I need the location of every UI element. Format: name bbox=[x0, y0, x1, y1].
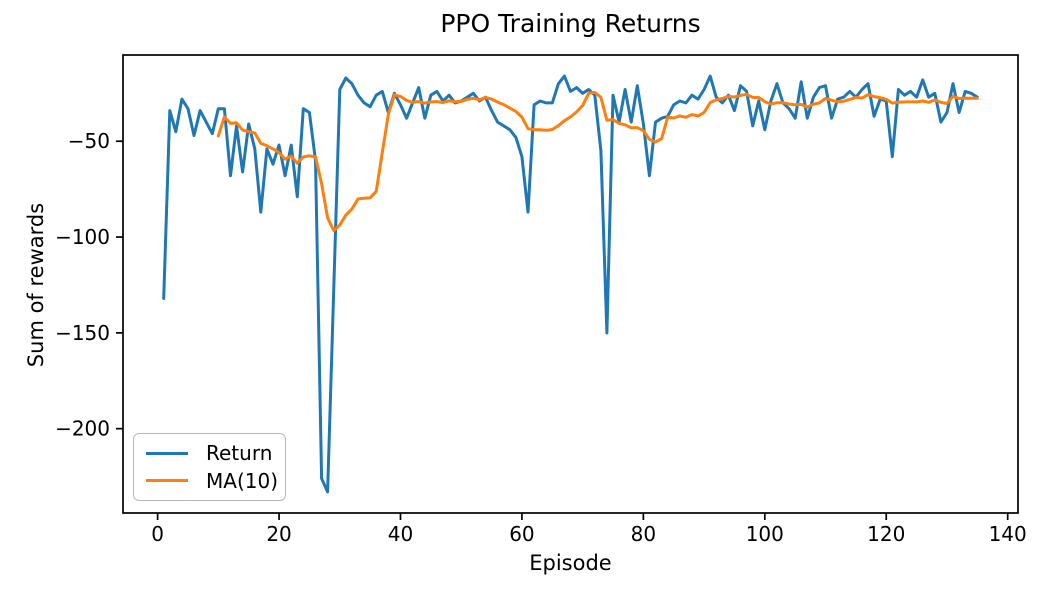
x-tick-label: 20 bbox=[266, 522, 291, 546]
x-axis-label: Episode bbox=[529, 551, 612, 575]
return-line-swatch bbox=[146, 451, 188, 455]
legend-label-ma10: MA(10) bbox=[206, 468, 278, 493]
chart-title: PPO Training Returns bbox=[440, 9, 701, 38]
legend-item-return: Return bbox=[144, 443, 275, 463]
x-tick-label: 80 bbox=[631, 522, 656, 546]
y-tick-label: −100 bbox=[55, 225, 110, 249]
x-tick-label: 100 bbox=[746, 522, 784, 546]
legend-item-ma10: MA(10) bbox=[144, 468, 278, 493]
x-tick-label: 120 bbox=[867, 522, 905, 546]
axes-frame bbox=[122, 54, 1019, 514]
legend: Return MA(10) bbox=[133, 433, 286, 501]
y-axis-label: Sum of rewards bbox=[24, 202, 48, 368]
y-tick-label: −50 bbox=[68, 129, 110, 153]
series-line-ma10 bbox=[216, 90, 979, 232]
y-tick-label: −150 bbox=[55, 321, 110, 345]
legend-label-return: Return bbox=[206, 441, 273, 466]
ma10-line-swatch bbox=[146, 479, 188, 483]
x-tick-label: 40 bbox=[388, 522, 413, 546]
x-tick-label: 60 bbox=[509, 522, 534, 546]
series-line-return bbox=[162, 74, 979, 494]
x-tick-label: 0 bbox=[151, 522, 164, 546]
x-tick-label: 140 bbox=[989, 522, 1027, 546]
y-tick-label: −200 bbox=[55, 417, 110, 441]
